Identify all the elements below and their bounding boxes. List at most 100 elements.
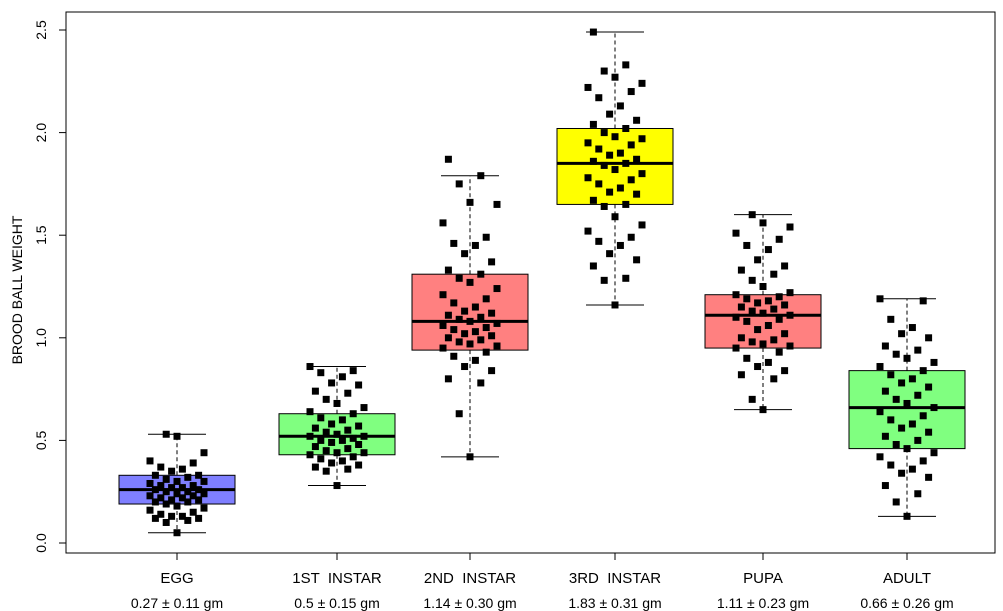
data-point	[638, 170, 646, 178]
data-point	[157, 494, 165, 502]
data-point	[195, 471, 203, 479]
data-point	[595, 180, 603, 188]
data-point	[162, 518, 170, 526]
data-point	[786, 342, 794, 350]
y-tick-label: 2.0	[33, 123, 49, 143]
data-point	[892, 441, 900, 449]
data-point	[488, 332, 496, 340]
data-point	[748, 276, 756, 284]
data-point	[584, 139, 592, 147]
data-point	[146, 479, 154, 487]
x-category-label: 2ND INSTAR	[424, 570, 516, 587]
data-point	[306, 363, 314, 371]
data-point	[349, 410, 357, 418]
data-point	[477, 379, 485, 387]
data-point	[444, 311, 452, 319]
data-point	[173, 432, 181, 440]
y-tick-label: 0.0	[33, 533, 49, 553]
data-point	[759, 340, 767, 348]
data-point	[311, 424, 319, 432]
x-category-label: EGG	[160, 570, 193, 587]
data-point	[908, 375, 916, 383]
data-point	[200, 490, 208, 498]
data-point	[743, 241, 751, 249]
data-point	[616, 184, 624, 192]
data-point	[887, 315, 895, 323]
data-point	[737, 303, 745, 311]
data-point	[450, 239, 458, 247]
data-point	[444, 375, 452, 383]
data-point	[322, 395, 330, 403]
y-tick-label: 1.0	[33, 328, 49, 348]
data-point	[461, 363, 469, 371]
data-point	[178, 512, 186, 520]
data-point	[168, 467, 176, 475]
data-point	[764, 297, 772, 305]
x-axis: EGG 0.27 ± 0.11 gm 1ST INSTAR 0.5 ± 0.15 gm…	[131, 553, 954, 611]
data-point	[200, 449, 208, 457]
data-point	[157, 482, 165, 490]
data-point	[770, 270, 778, 278]
data-point	[775, 293, 783, 301]
data-point	[786, 289, 794, 297]
data-point	[168, 496, 176, 504]
data-point	[781, 301, 789, 309]
data-point	[743, 295, 751, 303]
data-point	[584, 174, 592, 182]
data-point	[611, 213, 619, 221]
data-point	[611, 133, 619, 141]
data-point	[584, 227, 592, 235]
data-point	[881, 342, 889, 350]
data-point	[189, 508, 197, 516]
data-point	[450, 352, 458, 360]
data-point	[925, 428, 933, 436]
data-point	[471, 356, 479, 364]
data-point	[184, 473, 192, 481]
data-point	[595, 145, 603, 153]
data-point	[162, 488, 170, 496]
data-point	[162, 500, 170, 508]
data-point	[162, 475, 170, 483]
data-point	[919, 412, 927, 420]
y-axis-title: BROOD BALL WEIGHT	[9, 215, 25, 364]
data-point	[322, 447, 330, 455]
data-point	[775, 315, 783, 323]
data-point	[184, 516, 192, 524]
data-point	[146, 457, 154, 465]
data-point	[892, 350, 900, 358]
data-point	[439, 219, 447, 227]
points-5	[876, 295, 938, 520]
data-point	[173, 477, 181, 485]
data-point	[759, 283, 767, 290]
data-point	[919, 457, 927, 465]
data-point	[638, 135, 646, 143]
data-point	[328, 379, 336, 387]
data-point	[444, 155, 452, 163]
data-point	[748, 307, 756, 315]
data-point	[466, 198, 474, 206]
data-point	[595, 237, 603, 245]
points-layer	[146, 28, 938, 537]
data-point	[616, 149, 624, 157]
data-point	[611, 301, 619, 309]
data-point	[908, 324, 916, 332]
data-point	[633, 116, 641, 124]
data-point	[606, 110, 614, 118]
data-point	[184, 488, 192, 496]
data-point	[338, 436, 346, 444]
data-point	[338, 373, 346, 381]
data-point	[595, 94, 603, 102]
x-summary-label: 0.66 ± 0.26 gm	[860, 595, 953, 611]
data-point	[627, 88, 635, 96]
box-2	[411, 175, 529, 458]
data-point	[759, 219, 767, 227]
data-point	[439, 291, 447, 299]
data-point	[876, 453, 884, 461]
data-point	[311, 387, 319, 395]
data-point	[919, 367, 927, 375]
data-point	[151, 514, 159, 522]
plot-frame	[65, 11, 996, 554]
data-point	[903, 399, 911, 407]
data-point	[775, 348, 783, 356]
data-point	[589, 262, 597, 270]
